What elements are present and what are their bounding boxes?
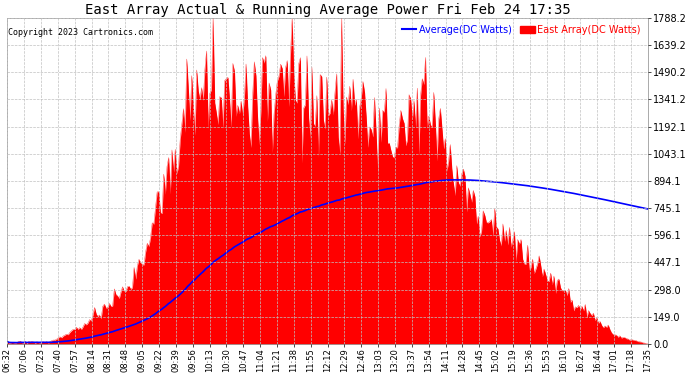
Legend: Average(DC Watts), East Array(DC Watts): Average(DC Watts), East Array(DC Watts) xyxy=(400,23,643,37)
Text: Copyright 2023 Cartronics.com: Copyright 2023 Cartronics.com xyxy=(8,28,153,37)
Title: East Array Actual & Running Average Power Fri Feb 24 17:35: East Array Actual & Running Average Powe… xyxy=(85,3,571,17)
